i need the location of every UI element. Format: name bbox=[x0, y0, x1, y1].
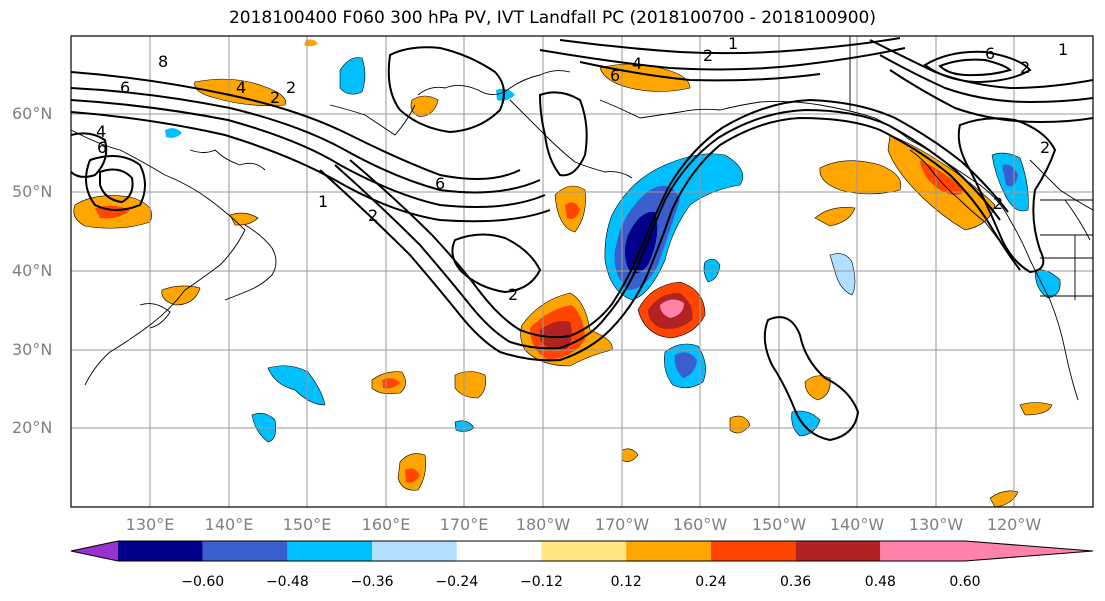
colorbar-bin bbox=[880, 541, 965, 561]
contour-label: 4 bbox=[96, 122, 107, 141]
contour-label: 2 bbox=[1020, 58, 1031, 77]
colorbar-tick-label: 0.60 bbox=[949, 574, 981, 590]
lon-label: 160°W bbox=[672, 515, 728, 534]
colorbar-extend-low bbox=[71, 541, 118, 561]
contour-label: 2 bbox=[993, 194, 1004, 213]
colorbar-tick-label: −0.60 bbox=[181, 574, 225, 590]
contour-label: 4 bbox=[236, 78, 247, 97]
contour-label: 1 bbox=[318, 192, 329, 211]
lon-label: 170°W bbox=[594, 515, 650, 534]
contour-label: 1 bbox=[1058, 40, 1069, 59]
colorbar-bin bbox=[626, 541, 711, 561]
colorbar-tick-label: −0.12 bbox=[520, 574, 563, 590]
contour-label: 6 bbox=[985, 44, 996, 63]
colorbar-tick-label: −0.48 bbox=[265, 574, 309, 590]
contour-label: 6 bbox=[120, 78, 131, 97]
map-title: 2018100400 F060 300 hPa PV, IVT Landfall… bbox=[228, 8, 876, 28]
map-gridlines bbox=[71, 36, 1093, 507]
colorbar-tick-label: −0.36 bbox=[350, 574, 394, 590]
colorbar-tick-label: 0.48 bbox=[864, 574, 896, 590]
contour-label: 2 bbox=[508, 285, 519, 304]
coastlines bbox=[71, 36, 1093, 401]
lon-label: 160°E bbox=[361, 515, 411, 534]
lon-label: 180°W bbox=[515, 515, 571, 534]
colorbar-tick-label: −0.24 bbox=[435, 574, 479, 590]
lat-label: 50°N bbox=[12, 182, 53, 201]
colorbar-bin bbox=[287, 541, 373, 561]
colorbar-bin bbox=[456, 541, 542, 561]
lon-label: 150°E bbox=[282, 515, 332, 534]
colorbar-bin bbox=[541, 541, 627, 561]
contour-label: 6 bbox=[435, 174, 446, 193]
colorbar-bin bbox=[795, 541, 881, 561]
colorbar-tick-label: 0.24 bbox=[695, 574, 727, 590]
colorbar bbox=[70, 540, 1094, 562]
lon-label: 140°E bbox=[204, 515, 254, 534]
lon-label: 130°E bbox=[125, 515, 175, 534]
contour-label: 2 bbox=[703, 46, 714, 65]
contour-label: 2 bbox=[286, 78, 297, 97]
contour-label: 8 bbox=[158, 52, 169, 71]
colorbar-tick-label: 0.36 bbox=[780, 574, 812, 590]
lon-label: 150°W bbox=[751, 515, 807, 534]
pv-contours bbox=[71, 37, 1093, 442]
contour-label: 2 bbox=[368, 206, 379, 225]
contour-label: 6 bbox=[97, 138, 108, 157]
colorbar-bin bbox=[710, 541, 796, 561]
lat-label: 60°N bbox=[12, 104, 53, 123]
contour-label: 2 bbox=[1040, 138, 1051, 157]
lon-label: 170°E bbox=[439, 515, 489, 534]
lon-label: 130°W bbox=[908, 515, 964, 534]
contour-label: 4 bbox=[632, 54, 643, 73]
colorbar-bin bbox=[372, 541, 457, 561]
colorbar-bin bbox=[118, 541, 203, 561]
map-frame bbox=[70, 35, 1094, 508]
lon-label: 140°W bbox=[829, 515, 885, 534]
colorbar-tick-label: 0.12 bbox=[610, 574, 642, 590]
contour-label: 1 bbox=[728, 34, 739, 53]
lat-label: 30°N bbox=[12, 340, 53, 359]
contour-label: 2 bbox=[270, 88, 281, 107]
colorbar-bin bbox=[202, 541, 288, 561]
contour-label: 6 bbox=[610, 66, 621, 85]
lon-label: 120°W bbox=[986, 515, 1042, 534]
lat-label: 40°N bbox=[12, 261, 53, 280]
lat-label: 20°N bbox=[12, 418, 53, 437]
